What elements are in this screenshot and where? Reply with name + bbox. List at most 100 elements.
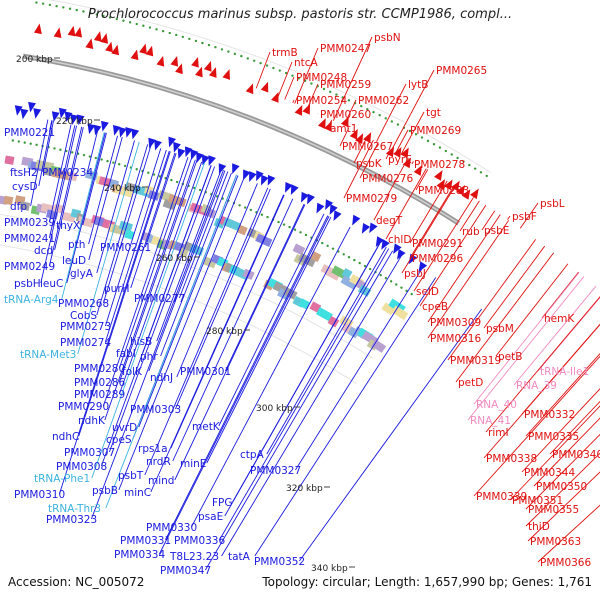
reverse-feature-label[interactable]: PMM0336 bbox=[174, 535, 225, 547]
reverse-feature-label[interactable]: PMM0221 bbox=[4, 127, 55, 139]
forward-feature-label[interactable]: trmB bbox=[272, 47, 298, 59]
forward-feature-label[interactable]: PMM0279 bbox=[346, 193, 397, 205]
forward-feature-label[interactable]: hemK bbox=[544, 313, 575, 325]
forward-feature-label[interactable]: lytB bbox=[408, 79, 428, 91]
reverse-feature-label[interactable]: FPG bbox=[212, 497, 233, 509]
forward-feature-label[interactable]: PMM0350 bbox=[536, 481, 587, 493]
forward-feature-label[interactable]: psbM bbox=[486, 323, 514, 335]
reverse-feature-label[interactable]: uvrD bbox=[112, 422, 137, 434]
reverse-feature-label[interactable]: rps1a bbox=[138, 443, 168, 455]
reverse-feature-label[interactable]: nrdR bbox=[146, 456, 171, 468]
reverse-feature-label[interactable]: phr bbox=[140, 351, 158, 363]
reverse-feature-label[interactable]: tRNA-Thr3 bbox=[48, 503, 101, 515]
reverse-feature-label[interactable]: PMM0301 bbox=[180, 366, 231, 378]
forward-feature-label[interactable]: degT bbox=[376, 215, 403, 227]
reverse-feature-label[interactable]: PMM0327 bbox=[250, 465, 301, 477]
reverse-feature-label[interactable]: PMM0280 bbox=[74, 363, 125, 375]
reverse-feature-label[interactable]: PMM0239 bbox=[4, 217, 55, 229]
reverse-feature-label[interactable]: PMM0234 bbox=[42, 167, 93, 179]
forward-feature-label[interactable]: psbN bbox=[374, 32, 401, 44]
forward-feature-label[interactable]: PMM0276 bbox=[362, 173, 413, 185]
forward-feature-label[interactable]: PMM0248 bbox=[296, 72, 347, 84]
forward-feature-label[interactable]: PMM0262 bbox=[358, 95, 409, 107]
reverse-feature-label[interactable]: psbB bbox=[92, 485, 118, 497]
reverse-feature-label[interactable]: psbT bbox=[118, 470, 144, 482]
forward-feature-label[interactable]: tgt bbox=[426, 107, 441, 119]
reverse-feature-label[interactable]: purH bbox=[104, 283, 130, 295]
reverse-feature-label[interactable]: psbH bbox=[14, 278, 41, 290]
reverse-feature-label[interactable]: PMM0310 bbox=[14, 489, 65, 501]
reverse-feature-label[interactable]: ctpA bbox=[240, 449, 265, 461]
reverse-feature-label[interactable]: ftsH2 bbox=[10, 167, 38, 179]
forward-feature-label[interactable]: PMM0283 bbox=[418, 185, 469, 197]
forward-feature-label[interactable]: PMM0363 bbox=[530, 536, 581, 548]
forward-feature-label[interactable]: rimI bbox=[488, 427, 509, 439]
reverse-feature-label[interactable]: tatA bbox=[228, 551, 251, 563]
forward-feature-label[interactable]: PMM0278 bbox=[414, 159, 465, 171]
forward-feature-label[interactable]: PMM0247 bbox=[320, 43, 371, 55]
forward-feature-label[interactable]: PMM0351 bbox=[512, 495, 563, 507]
forward-feature-label[interactable]: psbE bbox=[484, 225, 509, 237]
reverse-feature-label[interactable]: PMM0307 bbox=[64, 447, 115, 459]
reverse-feature-label[interactable]: PMM0330 bbox=[146, 522, 197, 534]
reverse-feature-label[interactable]: cysD bbox=[12, 181, 38, 193]
forward-feature-label[interactable]: PMM0265 bbox=[436, 65, 487, 77]
forward-feature-label[interactable]: selD bbox=[416, 286, 439, 298]
reverse-feature-label[interactable]: dfp bbox=[10, 201, 27, 213]
forward-feature-label[interactable]: PMM0316 bbox=[430, 333, 481, 345]
forward-feature-label[interactable]: PMM0267 bbox=[342, 141, 393, 153]
forward-feature-label[interactable]: psbL bbox=[540, 198, 565, 210]
reverse-feature-label[interactable]: T8L23.23 bbox=[169, 551, 219, 563]
reverse-feature-label[interactable]: PMM0352 bbox=[254, 556, 305, 568]
forward-feature-label[interactable]: petD bbox=[458, 377, 483, 389]
reverse-feature-label[interactable]: pth bbox=[68, 239, 85, 251]
reverse-feature-label[interactable]: mind bbox=[148, 475, 174, 487]
forward-feature-label[interactable]: thiD bbox=[528, 521, 550, 533]
reverse-feature-label[interactable]: PMM0268 bbox=[58, 298, 109, 310]
forward-feature-label[interactable]: chlD bbox=[388, 234, 411, 246]
reverse-feature-label[interactable]: PMM0241 bbox=[4, 233, 55, 245]
forward-feature-label[interactable]: PMM0355 bbox=[528, 504, 579, 516]
reverse-feature-label[interactable]: leuC bbox=[40, 278, 63, 290]
reverse-feature-label[interactable]: ndhJ bbox=[150, 372, 173, 384]
reverse-feature-label[interactable]: CobS bbox=[70, 310, 97, 322]
reverse-feature-label[interactable]: PMM0277 bbox=[134, 293, 185, 305]
reverse-feature-label[interactable]: tRNA-Met3 bbox=[20, 349, 76, 361]
forward-feature-label[interactable]: ntcA bbox=[294, 57, 319, 69]
reverse-feature-label[interactable]: cpeS bbox=[106, 434, 132, 446]
reverse-feature-label[interactable]: leuD bbox=[62, 255, 86, 267]
forward-feature-label[interactable]: PMM0260 bbox=[320, 109, 371, 121]
reverse-feature-label[interactable]: tRNA-Phe1 bbox=[34, 473, 90, 485]
forward-feature-label[interactable]: PMM0269 bbox=[410, 125, 461, 137]
reverse-feature-label[interactable]: PMM0334 bbox=[114, 549, 165, 561]
reverse-feature-label[interactable]: minC bbox=[124, 487, 151, 499]
reverse-feature-label[interactable]: fabI bbox=[116, 348, 136, 360]
reverse-feature-label[interactable]: PMM0347 bbox=[160, 565, 211, 577]
forward-feature-label[interactable]: tRNA-Ile1 bbox=[540, 366, 589, 378]
reverse-feature-label[interactable]: dcd bbox=[34, 245, 53, 257]
forward-feature-label[interactable]: PMM0340 bbox=[552, 449, 600, 461]
forward-feature-label[interactable]: PMM0309 bbox=[430, 317, 481, 329]
forward-feature-label[interactable]: PMM0296 bbox=[412, 253, 463, 265]
reverse-feature-label[interactable]: PMM0308 bbox=[56, 461, 107, 473]
reverse-feature-label[interactable]: PMM0286 bbox=[74, 377, 125, 389]
forward-feature-label[interactable]: PMM0335 bbox=[528, 431, 579, 443]
forward-feature-label[interactable]: amt1 bbox=[330, 123, 357, 135]
reverse-feature-label[interactable]: PMM0261 bbox=[100, 242, 151, 254]
reverse-feature-label[interactable]: ndhK bbox=[78, 415, 106, 427]
reverse-feature-label[interactable]: ndhC bbox=[52, 431, 79, 443]
forward-feature-label[interactable]: pyrE bbox=[388, 154, 412, 166]
reverse-feature-label[interactable]: minE bbox=[180, 458, 206, 470]
forward-feature-label[interactable]: PMM0344 bbox=[524, 467, 575, 479]
reverse-feature-label[interactable]: psaE bbox=[198, 511, 223, 523]
forward-feature-label[interactable]: petB bbox=[498, 351, 522, 363]
reverse-feature-label[interactable]: folK bbox=[122, 366, 143, 378]
forward-feature-label[interactable]: PMM0291 bbox=[412, 238, 463, 250]
forward-feature-label[interactable]: PMM0366 bbox=[540, 557, 591, 569]
forward-feature-label[interactable]: PMM0338 bbox=[486, 453, 537, 465]
reverse-feature-label[interactable]: metK bbox=[192, 421, 221, 433]
forward-feature-label[interactable]: psbJ bbox=[404, 268, 426, 280]
forward-feature-label[interactable]: RNA_39 bbox=[516, 380, 557, 392]
